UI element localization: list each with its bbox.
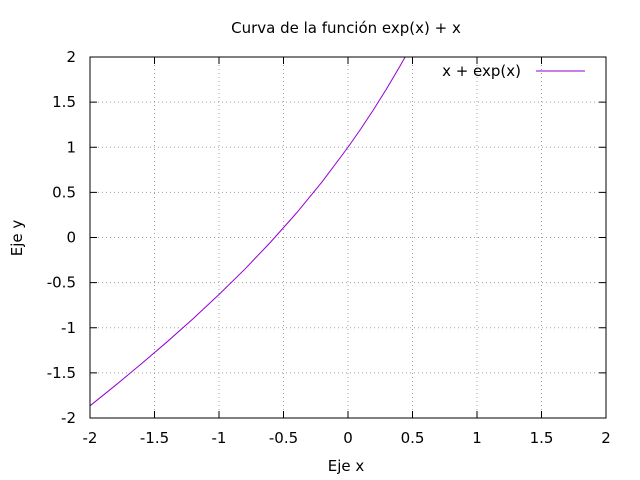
chart-title: Curva de la función exp(x) + x: [231, 19, 461, 37]
legend: x + exp(x): [442, 62, 585, 80]
x-tick-label: 1.5: [530, 429, 554, 447]
y-tick-label: 2: [66, 48, 76, 66]
x-tick-label: -1.5: [140, 429, 169, 447]
x-tick-label: -1: [212, 429, 227, 447]
y-tick-label: -1.5: [47, 364, 76, 382]
grid-lines: [90, 57, 606, 418]
x-tick-label: -0.5: [269, 429, 298, 447]
x-tick-label: 2: [601, 429, 611, 447]
y-axis-label: Eje y: [8, 220, 26, 257]
axis-ticks: [89, 56, 607, 419]
series-line: [89, 56, 406, 407]
x-tick-label: 0.5: [401, 429, 425, 447]
legend-label: x + exp(x): [442, 62, 521, 80]
y-tick-label: 1: [66, 138, 76, 156]
y-tick-label: 0: [66, 229, 76, 247]
x-axis-label: Eje x: [328, 457, 365, 475]
y-tick-label: 1.5: [52, 93, 76, 111]
x-tick-label: 1: [472, 429, 482, 447]
x-tick-label: -2: [83, 429, 98, 447]
y-tick-label: 0.5: [52, 183, 76, 201]
x-tick-labels: -2 -1.5 -1 -0.5 0 0.5 1 1.5 2: [83, 429, 611, 447]
x-tick-label: 0: [343, 429, 353, 447]
series-layer: [89, 56, 406, 407]
y-tick-labels: -2 -1.5 -1 -0.5 0 0.5 1 1.5 2: [47, 48, 76, 427]
y-tick-label: -2: [61, 409, 76, 427]
y-tick-label: -1: [61, 319, 76, 337]
y-tick-label: -0.5: [47, 274, 76, 292]
